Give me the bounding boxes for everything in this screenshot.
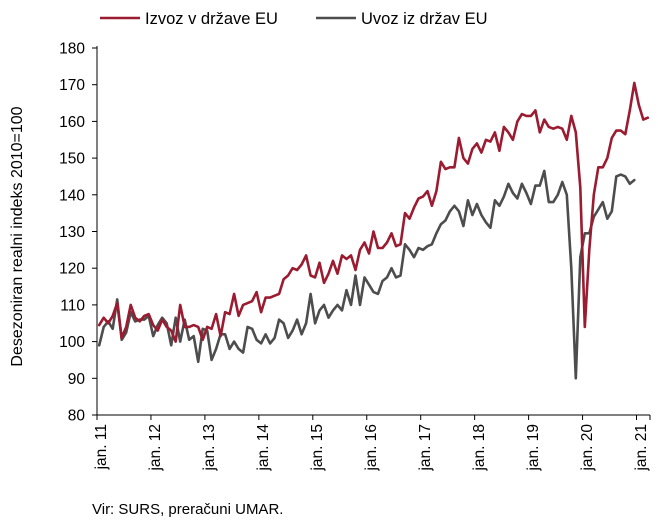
y-tick-label: 100 xyxy=(59,334,85,351)
series-line xyxy=(97,169,636,380)
x-tick-label: jan. 20 xyxy=(579,424,596,472)
y-axis-title: Desezoniran realni indeks 2010=100 xyxy=(9,106,26,366)
y-tick-label: 170 xyxy=(59,77,85,94)
y-tick-label: 160 xyxy=(59,114,85,131)
y-tick-label: 130 xyxy=(59,224,85,241)
series-line xyxy=(97,81,650,343)
x-tick-label: jan. 15 xyxy=(309,424,326,472)
chart-series xyxy=(97,81,650,380)
y-tick-label: 150 xyxy=(59,151,85,168)
x-tick-label: jan. 11 xyxy=(93,424,110,470)
x-tick-label: jan. 17 xyxy=(417,424,434,472)
y-tick-label: 80 xyxy=(68,408,86,425)
x-tick-label: jan. 16 xyxy=(363,424,380,472)
x-tick-label: jan. 14 xyxy=(255,424,272,472)
y-tick-label: 90 xyxy=(68,371,86,388)
legend-label: Izvoz v države EU xyxy=(145,10,278,28)
source-note: Vir: SURS, preračuni UMAR. xyxy=(92,501,284,518)
y-tick-label: 140 xyxy=(59,187,85,204)
x-tick-label: jan. 21 xyxy=(633,424,650,472)
y-tick-label: 180 xyxy=(59,41,85,58)
y-tick-label: 120 xyxy=(59,261,85,278)
y-tick-label: 110 xyxy=(60,297,85,314)
x-tick-label: jan. 18 xyxy=(471,424,488,472)
x-tick-label: jan. 12 xyxy=(147,424,164,472)
x-tick-label: jan. 13 xyxy=(201,424,218,472)
chart-axes: 80 90 100 110 120 130 140 150 160 170 180 jan. 11 ja… xyxy=(9,41,651,472)
chart-legend: Izvoz v države EU Uvoz iz držav EU xyxy=(100,10,488,28)
legend-label: Uvoz iz držav EU xyxy=(361,10,488,28)
x-tick-label: jan. 19 xyxy=(525,424,542,472)
